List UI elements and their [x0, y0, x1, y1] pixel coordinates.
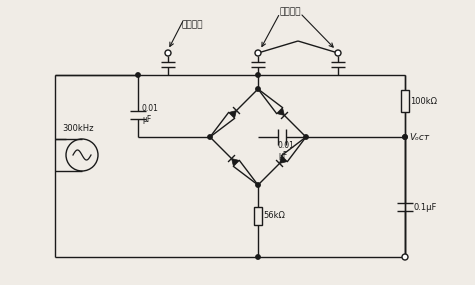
Text: Vₒᴄᴛ: Vₒᴄᴛ — [409, 133, 429, 142]
Polygon shape — [228, 111, 237, 119]
Circle shape — [335, 50, 341, 56]
Text: 0.01
μF: 0.01 μF — [278, 141, 295, 160]
Circle shape — [403, 135, 407, 139]
Text: 敏感电极: 敏感电极 — [279, 7, 301, 16]
Text: 100kΩ: 100kΩ — [410, 97, 437, 105]
Circle shape — [256, 255, 260, 259]
Bar — [401, 90, 409, 112]
Circle shape — [165, 50, 171, 56]
Circle shape — [256, 183, 260, 187]
Polygon shape — [279, 156, 287, 164]
Circle shape — [256, 73, 260, 77]
Text: 56kΩ: 56kΩ — [263, 211, 285, 221]
Circle shape — [208, 135, 212, 139]
Circle shape — [256, 87, 260, 91]
Text: 参考电极: 参考电极 — [181, 20, 203, 29]
Circle shape — [136, 73, 140, 77]
Polygon shape — [231, 158, 239, 166]
Circle shape — [403, 135, 407, 139]
Text: 0.01
μF: 0.01 μF — [142, 104, 159, 124]
Circle shape — [304, 135, 308, 139]
Text: 0.1μF: 0.1μF — [414, 203, 437, 211]
Circle shape — [402, 254, 408, 260]
Bar — [254, 207, 262, 225]
Polygon shape — [276, 107, 285, 115]
Text: 300kHz: 300kHz — [62, 124, 94, 133]
Circle shape — [255, 50, 261, 56]
